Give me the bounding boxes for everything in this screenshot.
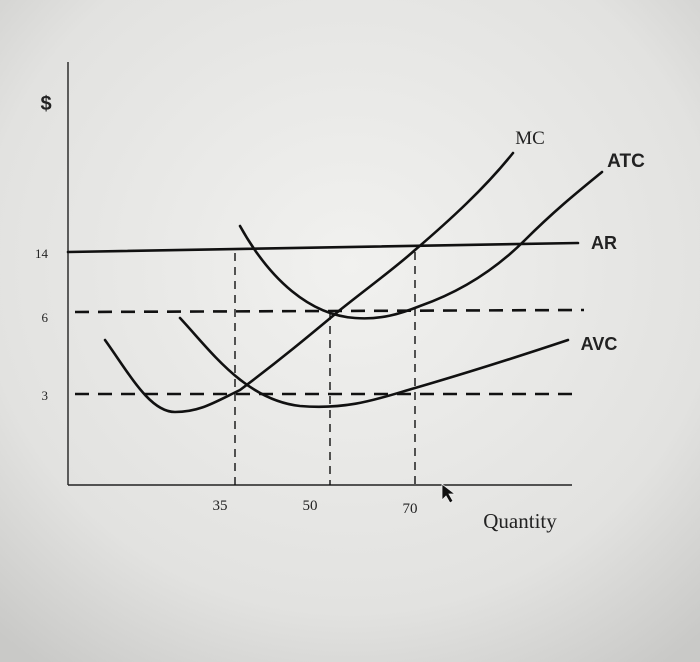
- curve-label: AR: [591, 233, 617, 253]
- x-axis-label: Quantity: [483, 509, 557, 533]
- y-tick-label: 6: [42, 310, 49, 325]
- ar-line: [66, 241, 580, 254]
- x-tick-label: 50: [303, 498, 318, 514]
- dashed-line: [74, 308, 585, 314]
- mc-curve: [103, 151, 515, 414]
- y-axis-label: $: [40, 93, 51, 115]
- curve-label: ATC: [607, 151, 645, 172]
- atc-curve: [238, 170, 604, 320]
- avc-curve: [178, 316, 570, 409]
- curve-label: AVC: [581, 334, 618, 354]
- x-tick-label: 35: [213, 498, 228, 514]
- curve-label: MC: [515, 128, 545, 149]
- x-tick-label: 70: [403, 501, 418, 517]
- y-tick-label: 3: [42, 388, 49, 403]
- y-tick-label: 14: [35, 246, 49, 261]
- cursor: [441, 483, 457, 504]
